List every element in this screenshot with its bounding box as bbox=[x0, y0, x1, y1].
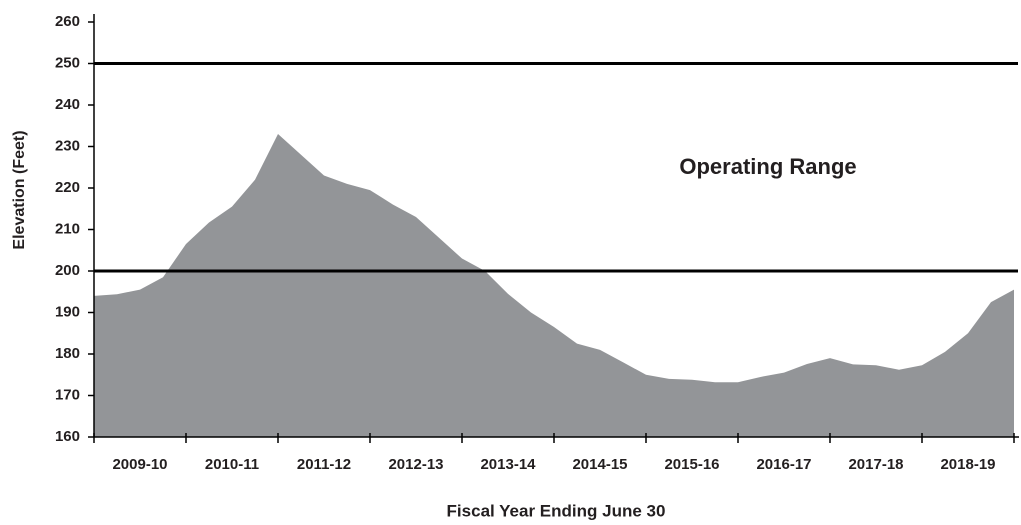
x-axis-label: Fiscal Year Ending June 30 bbox=[447, 501, 666, 520]
y-tick-label: 190 bbox=[55, 303, 80, 320]
x-tick-label: 2012-13 bbox=[388, 456, 443, 473]
y-tick-label: 160 bbox=[55, 428, 80, 445]
y-tick-label: 180 bbox=[55, 345, 80, 362]
y-tick-label: 230 bbox=[55, 137, 80, 154]
y-axis-label: Elevation (Feet) bbox=[11, 130, 28, 249]
x-tick-label: 2013-14 bbox=[480, 456, 536, 473]
area bbox=[94, 134, 1014, 438]
x-tick-label: 2018-19 bbox=[940, 456, 995, 473]
x-tick-label: 2017-18 bbox=[848, 456, 903, 473]
y-tick-label: 250 bbox=[55, 54, 80, 71]
y-tick-label: 260 bbox=[55, 13, 80, 30]
y-tick-label: 210 bbox=[55, 220, 80, 237]
x-tick-label: 2009-10 bbox=[112, 456, 167, 473]
y-tick-label: 220 bbox=[55, 179, 80, 196]
x-tick-label: 2016-17 bbox=[756, 456, 811, 473]
y-tick-label: 200 bbox=[55, 262, 80, 279]
annotation: Operating Range bbox=[679, 154, 856, 179]
x-tick-label: 2014-15 bbox=[572, 456, 627, 473]
x-tick-label: 2010-11 bbox=[205, 456, 259, 473]
y-tick-label: 170 bbox=[55, 386, 80, 403]
x-tick-label: 2011-12 bbox=[297, 456, 351, 473]
x-tick-label: 2015-16 bbox=[664, 456, 719, 473]
y-tick-label: 240 bbox=[55, 96, 80, 113]
